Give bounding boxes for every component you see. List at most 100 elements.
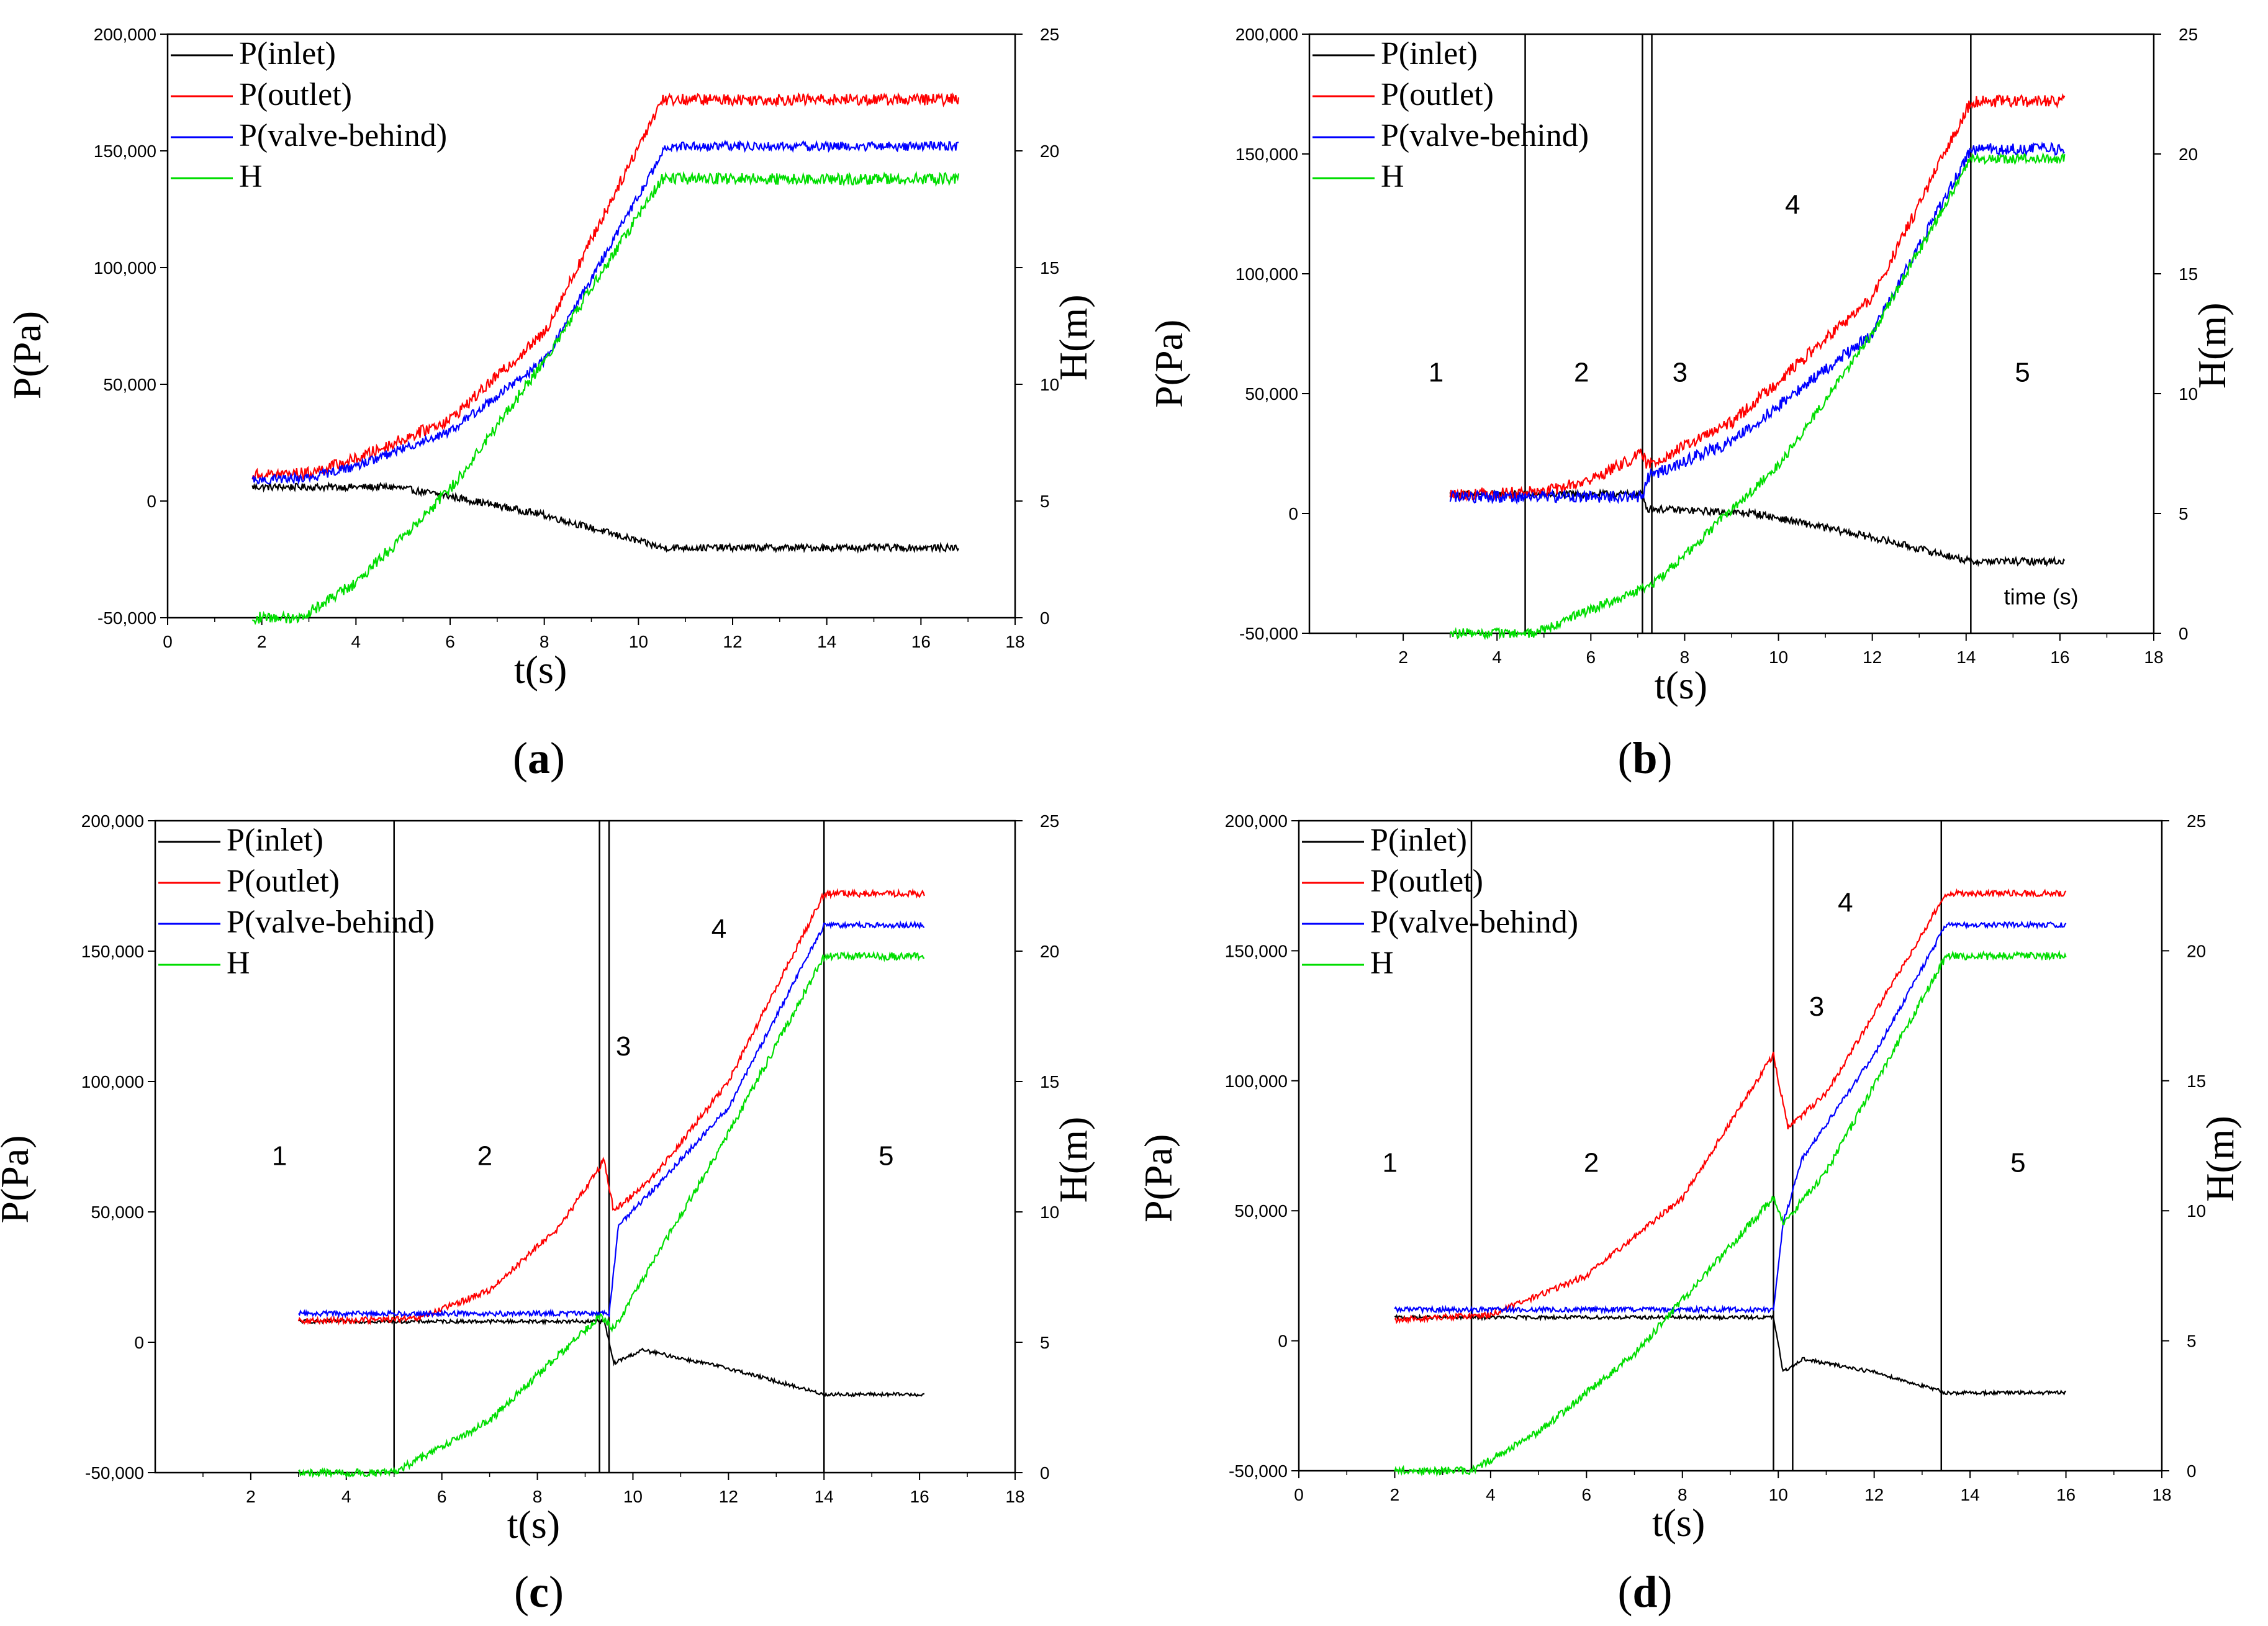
x-tick-label: 18: [1005, 632, 1024, 651]
y-tick-label: 0: [1278, 1332, 1288, 1351]
y2-tick-label: 5: [2187, 1332, 2197, 1351]
x-tick-label: 2: [246, 1487, 256, 1506]
panel-caption: (c): [514, 1567, 564, 1617]
x-tick-label: 6: [1582, 1485, 1592, 1504]
series-line-h: [251, 171, 960, 625]
y2-tick-label: 10: [1040, 1203, 1059, 1222]
x-axis-label: t(s): [514, 648, 567, 692]
zone-label: 4: [1785, 190, 1800, 220]
x-tick-label: 2: [1390, 1485, 1400, 1504]
x-tick-label: 12: [719, 1487, 738, 1506]
y-tick-label: 200,000: [1225, 811, 1288, 831]
y-axis-label: P(Pa): [1147, 320, 1191, 408]
y2-axis-label: H(m): [2190, 302, 2234, 389]
x-tick-label: 4: [1486, 1485, 1496, 1504]
y-tick-label: 150,000: [81, 942, 144, 961]
y2-tick-label: 10: [1040, 375, 1059, 394]
y-tick-label: 200,000: [81, 811, 144, 831]
legend-entry: P(valve-behind): [1381, 118, 1589, 153]
y-tick-label: 50,000: [1234, 1201, 1288, 1221]
x-tick-label: 16: [2056, 1485, 2076, 1504]
legend-entry: P(inlet): [1381, 36, 1478, 71]
series-line-p-outlet: [1394, 888, 2067, 1325]
x-tick-label: 12: [723, 632, 742, 651]
x-tick-label: 2: [257, 632, 267, 651]
y-tick-label: 150,000: [1225, 941, 1288, 960]
caption-open: (: [1617, 733, 1632, 783]
y-axis-label: P(Pa): [0, 1135, 37, 1223]
zone-label: 1: [1429, 358, 1443, 388]
zone-label: 5: [2010, 1147, 2025, 1178]
panel-caption: (b): [1617, 733, 1672, 783]
caption-open: (: [513, 733, 528, 783]
x-axis-label: t(s): [1652, 1501, 1705, 1545]
caption-close: ): [1658, 1567, 1673, 1617]
legend-entry: H: [239, 159, 263, 194]
series-line-p-inlet: [298, 1317, 925, 1398]
series-line-p-outlet: [297, 888, 925, 1326]
x-tick-label: 4: [351, 632, 361, 651]
annotation-text: time (s): [2004, 584, 2079, 610]
y-tick-label: 150,000: [1236, 145, 1298, 164]
y2-tick-label: 20: [1040, 142, 1059, 161]
y2-tick-label: 20: [2187, 941, 2206, 960]
caption-letter: a: [528, 733, 550, 783]
x-tick-label: 8: [533, 1487, 543, 1506]
chart-panel-a: 0 2 4 6 8 10 12 14 16 18 -50,000 0 50,000 100,000 150,…: [5, 25, 1095, 783]
series-line-p-valve-behind: [1449, 141, 2065, 505]
y2-tick-label: 0: [2187, 1461, 2197, 1481]
series-line-p-outlet: [251, 92, 960, 482]
x-tick-label: 14: [817, 632, 836, 651]
y-tick-label: -50,000: [97, 608, 156, 628]
x-tick-label: 12: [1863, 648, 1882, 667]
legend-entry: P(outlet): [1381, 77, 1494, 112]
x-tick-label: 10: [1769, 1485, 1788, 1504]
series-line-p-inlet: [1394, 1313, 2067, 1397]
caption-letter: b: [1632, 733, 1657, 783]
chart-panel-d: 0 2 4 6 8 10 12 14 16 18-50,000050,000100,000150,…: [1136, 811, 2242, 1617]
caption-letter: d: [1632, 1567, 1657, 1617]
y2-tick-label: 0: [1040, 608, 1050, 628]
zone-label: 1: [272, 1140, 287, 1171]
y-tick-label: 50,000: [1245, 384, 1298, 404]
y2-tick-label: 25: [2179, 25, 2198, 44]
y-tick-label: -50,000: [85, 1463, 144, 1483]
x-tick-label: 10: [623, 1487, 643, 1506]
x-axis-label: t(s): [507, 1502, 560, 1547]
zone-label: 3: [1809, 991, 1824, 1022]
caption-letter: c: [529, 1567, 549, 1617]
x-tick-label: 16: [2050, 648, 2069, 667]
y2-tick-label: 25: [2187, 811, 2206, 831]
x-tick-label: 4: [1492, 648, 1502, 667]
y-tick-label: 150,000: [94, 142, 156, 161]
y2-tick-label: 0: [2179, 624, 2189, 643]
legend-entry: H: [1381, 159, 1404, 194]
y-tick-label: 200,000: [94, 25, 156, 44]
zone-label: 4: [1838, 888, 1853, 918]
y2-tick-label: 25: [1040, 811, 1059, 831]
x-tick-label: 8: [1680, 648, 1690, 667]
series-line-h: [298, 951, 925, 1479]
panel-caption: (d): [1617, 1567, 1672, 1617]
y2-tick-label: 10: [2187, 1201, 2206, 1221]
x-axis-label: t(s): [1655, 663, 1707, 707]
y2-tick-label: 5: [1040, 1333, 1050, 1352]
y2-tick-label: 15: [1040, 1072, 1059, 1091]
chart-panel-c: 2 4 6 8 10 12 14 16 18-50,000050,000100,000150,0…: [0, 811, 1095, 1617]
caption-close: ): [549, 1567, 564, 1617]
legend-entry: P(outlet): [239, 77, 352, 112]
zone-label: 2: [1574, 358, 1589, 388]
y2-axis-label: H(m): [1051, 1117, 1095, 1203]
legend-entry: H: [227, 946, 250, 981]
x-tick-label: 14: [1961, 1485, 1980, 1504]
x-tick-label: 16: [910, 1487, 929, 1506]
y2-tick-label: 15: [2187, 1072, 2206, 1091]
series-line-h: [1449, 151, 2066, 641]
x-tick-label: 14: [1956, 648, 1976, 667]
series-line-p-outlet: [1449, 93, 2066, 502]
legend-entry: P(inlet): [227, 823, 323, 858]
x-tick-label: 0: [1294, 1485, 1304, 1504]
y2-tick-label: 5: [1040, 492, 1050, 511]
legend-entry: H: [1370, 946, 1394, 981]
